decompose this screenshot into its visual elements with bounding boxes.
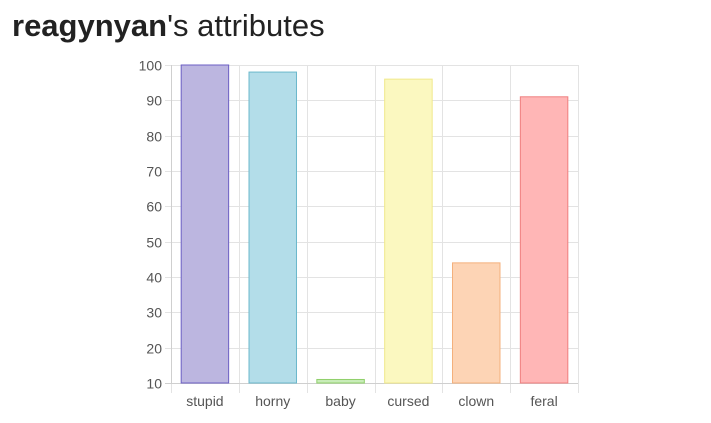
x-tick-label: feral [530, 393, 557, 409]
x-tick-label: baby [325, 393, 355, 409]
bar-baby [316, 378, 365, 384]
y-tick-label: 80 [146, 129, 162, 145]
x-tick-label: cursed [387, 393, 429, 409]
x-tick-label: stupid [186, 393, 223, 409]
bar-feral [519, 96, 569, 384]
y-tick-label: 40 [146, 270, 162, 286]
y-tick-label: 50 [146, 235, 162, 251]
y-tick-label: 10 [146, 376, 162, 392]
y-tick-label: 70 [146, 164, 162, 180]
x-tick-label: horny [255, 393, 290, 409]
y-tick-label: 100 [139, 58, 163, 74]
bar-horny [248, 71, 297, 384]
y-tick-label: 20 [146, 341, 162, 357]
y-tick-label: 30 [146, 305, 162, 321]
bar-clown [452, 262, 501, 384]
bar-cursed [384, 78, 433, 384]
title-suffix: 's attributes [167, 8, 325, 43]
y-tick-label: 90 [146, 93, 162, 109]
y-tick-label: 60 [146, 199, 162, 215]
page-title: reagynyan's attributes [12, 6, 325, 46]
bar-stupid [180, 64, 230, 384]
x-tick-label: clown [458, 393, 494, 409]
username: reagynyan [12, 8, 168, 43]
